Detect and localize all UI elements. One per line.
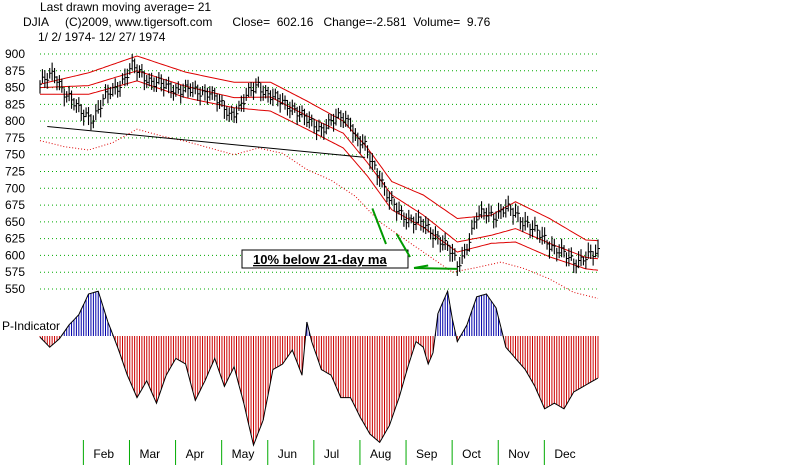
month-label: Nov (508, 447, 529, 461)
y-tick-label: 600 (5, 248, 25, 262)
date-range: 1/ 2/ 1974- 12/ 27/ 1974 (38, 30, 166, 44)
chart-caption-ma: Last drawn moving average= 21 (40, 0, 212, 14)
annotation-box (241, 249, 409, 269)
annotation-pointer (413, 267, 458, 270)
y-tick-label: 825 (5, 97, 25, 111)
x-axis: Feb Mar Apr May Jun Jul Aug Sep Oct Nov Dec (82, 440, 576, 465)
price-bars (39, 53, 600, 276)
ma-band-line (39, 70, 599, 260)
y-tick-label: 550 (5, 282, 25, 296)
y-tick-label: 900 (5, 47, 25, 61)
month-label: Feb (93, 447, 114, 461)
trendline (47, 126, 366, 158)
month-label: Aug (370, 447, 391, 461)
trendline-layer (47, 126, 366, 158)
chart-info-line: DJIA (C)2009, www.tigersoft.com Close= 6… (23, 15, 491, 29)
month-label: Apr (186, 447, 205, 461)
y-tick-label: 750 (5, 148, 25, 162)
annotation-pointer (395, 233, 411, 258)
y-tick-label: 850 (5, 81, 25, 95)
p-indicator-layer: P-Indicator (2, 289, 599, 447)
indicator-title: P-Indicator (2, 319, 60, 333)
y-tick-label: 575 (5, 265, 25, 279)
month-label: Jul (324, 447, 339, 461)
month-label: Sep (416, 447, 438, 461)
grid-layer (40, 53, 598, 290)
ma-band-line (39, 128, 599, 299)
y-tick-label: 775 (5, 131, 25, 145)
y-tick-label: 675 (5, 198, 25, 212)
y-tick-label: 625 (5, 232, 25, 246)
indicator-outline (39, 289, 599, 447)
y-axis-ticks: 900 875 850 825 800 775 750 725 700 675 650 625 600 5… (5, 47, 25, 296)
y-tick-label: 725 (5, 165, 25, 179)
y-tick-label: 875 (5, 64, 25, 78)
month-label: Mar (139, 447, 160, 461)
y-tick-label: 700 (5, 181, 25, 195)
annotation-pointer (371, 208, 387, 245)
month-label: Dec (554, 447, 575, 461)
month-label: Jun (278, 447, 297, 461)
annotation-text: 10% below 21-day ma (253, 252, 387, 267)
month-label: Oct (462, 447, 481, 461)
month-label: May (232, 447, 255, 461)
y-tick-label: 650 (5, 215, 25, 229)
ma-band-line (40, 80, 599, 271)
annotation-layer: 10% below 21-day ma (241, 208, 458, 270)
ma-band-line (39, 55, 599, 242)
y-tick-label: 800 (5, 114, 25, 128)
